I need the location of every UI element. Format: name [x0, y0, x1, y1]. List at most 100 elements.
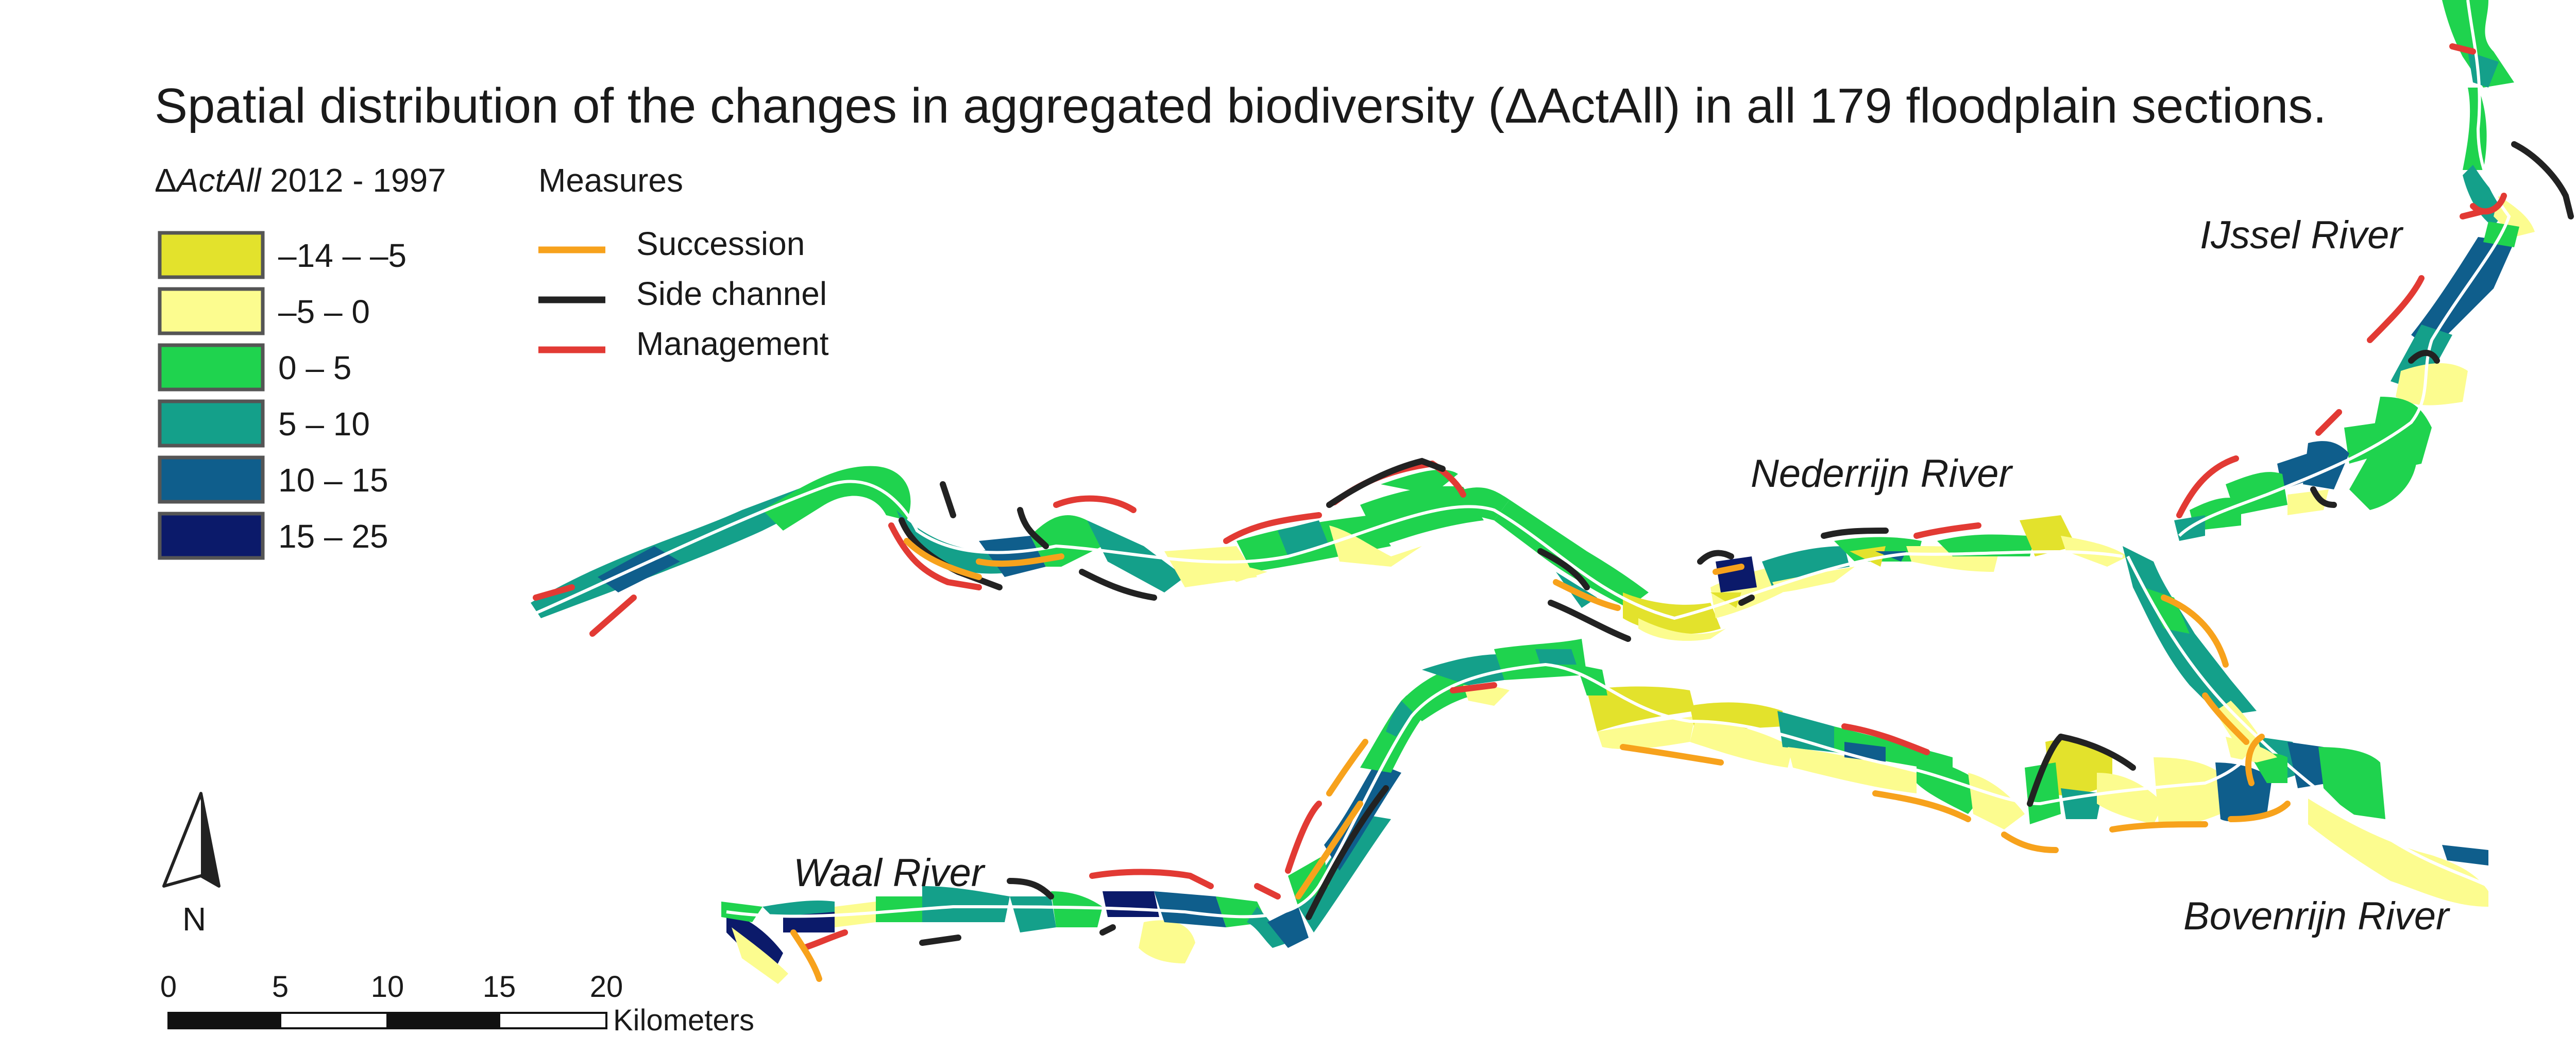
management-line	[2470, 193, 2507, 215]
floodplain-section	[1777, 711, 1834, 752]
floodplain-section	[1772, 567, 1855, 592]
legend-class-label: 10 – 15	[278, 462, 388, 499]
succession-line	[1295, 801, 1363, 900]
floodplain-section	[2020, 515, 2076, 556]
legend-swatch	[158, 343, 265, 392]
floodplain-section	[1494, 500, 1649, 608]
waal-floodplains	[721, 639, 2287, 984]
management-line	[801, 929, 848, 951]
management-line	[1450, 682, 1497, 693]
scale-segment	[386, 1012, 500, 1029]
management-line	[1254, 883, 1281, 900]
management-line	[1223, 512, 1322, 544]
river-channel	[2178, 0, 2511, 537]
management-line	[2176, 455, 2239, 518]
scale-unit: Kilometers	[613, 1004, 754, 1037]
side-channel-line	[1017, 507, 1049, 549]
succession-line	[904, 538, 982, 580]
scale-bar: 0 5 10 15 20 Kilometers	[160, 970, 754, 1037]
floodplain-section	[2154, 757, 2226, 826]
succession-line	[1620, 744, 1724, 766]
ijssel-river-label: IJssel River	[2200, 213, 2403, 257]
floodplain-section	[1535, 649, 1577, 665]
floodplain-section	[2045, 740, 2112, 795]
floodplain-section	[762, 466, 911, 531]
floodplain-section	[2143, 587, 2190, 634]
succession-line	[790, 929, 822, 982]
succession-line	[1326, 739, 1368, 796]
floodplain-section	[1762, 546, 1850, 587]
floodplain-section	[1298, 814, 1391, 932]
nederrijn-floodplains	[531, 466, 2128, 641]
succession-line	[1713, 564, 1744, 575]
succession-line	[2109, 821, 2208, 833]
map-title: Spatial distribution of the changes in a…	[155, 78, 2327, 133]
side-channel-line	[1548, 600, 1631, 642]
floodplain-section	[2061, 536, 2128, 567]
legend-class-label: 0 – 5	[278, 349, 351, 386]
river-channel	[535, 480, 2123, 620]
side-channel-line	[1099, 924, 1116, 936]
management-line	[2460, 208, 2486, 219]
legend-swatch	[158, 287, 265, 335]
succession-line	[1872, 790, 1971, 822]
north-arrow-icon: N	[162, 792, 221, 938]
scale-tick-label: 15	[483, 970, 516, 1004]
legend-swatch	[158, 399, 265, 448]
floodplain-section	[979, 536, 1046, 577]
management-line	[1841, 723, 1930, 755]
floodplain-section	[1716, 556, 1757, 592]
floodplain-section	[1139, 920, 1195, 963]
floodplain-section	[2344, 422, 2385, 464]
floodplain-section	[1051, 891, 1103, 927]
scale-tick-label: 5	[272, 970, 289, 1004]
nederrijn-river-label: Nederrijn River	[1751, 452, 2013, 496]
succession-line	[976, 553, 1064, 567]
legend-measure-label: Succession	[636, 225, 805, 262]
succession-line	[2245, 734, 2265, 786]
legend-class-label: –5 – 0	[278, 293, 370, 330]
succession-line	[2001, 832, 2059, 853]
floodplain-section	[1690, 721, 1793, 768]
floodplain-section	[896, 510, 1015, 574]
side-channel-line	[1007, 878, 1054, 900]
floodplain-section	[721, 902, 762, 922]
floodplain-section	[1638, 618, 1726, 641]
management-line	[1913, 522, 1981, 539]
floodplain-section	[2442, 845, 2488, 866]
floodplain-section	[1267, 907, 1309, 948]
floodplain-section	[2349, 453, 2416, 510]
floodplain-section	[2025, 762, 2061, 824]
floodplain-section	[1381, 469, 1458, 495]
floodplain-section	[732, 927, 788, 984]
side-channel-line	[1079, 569, 1157, 601]
floodplain-section	[1103, 891, 1159, 917]
legend-measure-label: Side channel	[636, 275, 827, 312]
succession-measures	[790, 538, 2291, 982]
succession-line	[2202, 692, 2249, 745]
floodplain-section	[1360, 486, 1484, 546]
floodplain-section	[2308, 799, 2488, 907]
side-channel-line	[940, 481, 956, 518]
scale-tick-label: 0	[160, 970, 177, 1004]
floodplain-section	[1010, 896, 1056, 932]
succession-line	[2228, 801, 2291, 822]
floodplain-section	[2303, 441, 2349, 489]
floodplain-section	[1422, 654, 1504, 685]
floodplain-section	[2318, 747, 2385, 819]
management-line	[2367, 275, 2425, 343]
north-arrow-half	[201, 793, 219, 886]
floodplain-section	[1917, 757, 1989, 814]
side-channel-line	[1697, 550, 1734, 565]
side-channel-line	[1821, 528, 1889, 539]
floodplain-section	[1788, 747, 1917, 793]
management-line	[2315, 409, 2342, 436]
floodplain-section	[2215, 762, 2272, 822]
floodplain-section	[2396, 363, 2468, 405]
change-legend-heading: ΔActAll 2012 - 1997	[155, 162, 446, 199]
ijssel-floodplains	[2174, 0, 2535, 541]
floodplain-section	[2287, 742, 2329, 788]
scale-segment	[498, 1012, 607, 1029]
measures-legend-heading: Measures	[538, 162, 683, 199]
river-network	[531, 0, 2535, 984]
